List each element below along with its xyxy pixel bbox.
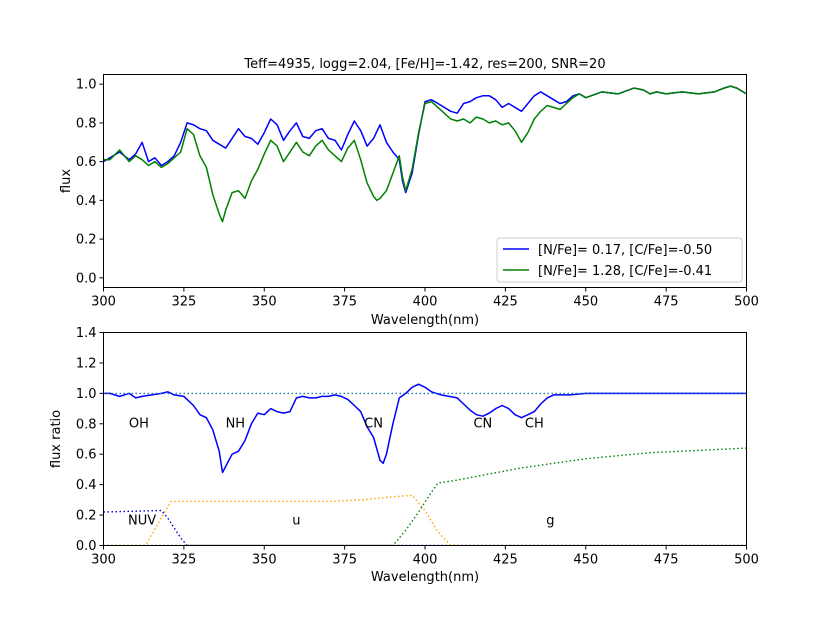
top-x-tick-label: 500 [734, 295, 759, 310]
top-x-axis-label: Wavelength(nm) [371, 313, 479, 328]
bottom-series-line-3 [103, 509, 747, 546]
bottom-annotation-nuv: NUV [128, 514, 156, 529]
top-axes-frame [103, 74, 747, 288]
top-x-tick-label: 450 [573, 295, 598, 310]
legend-label-series-2: [N/Fe]= 1.28, [C/Fe]=-0.41 [538, 264, 712, 279]
top-series-group [103, 85, 747, 223]
top-y-tick-label: 0.4 [76, 194, 97, 209]
top-x-tick-label: 400 [413, 295, 438, 310]
bottom-y-tick-label: 0.6 [76, 448, 97, 463]
bottom-x-tick-label: 350 [252, 553, 277, 568]
top-chart-title: Teff=4935, logg=2.04, [Fe/H]=-1.42, res=… [243, 57, 605, 72]
bottom-series-line-5 [103, 447, 747, 546]
bottom-x-tick-label: 500 [734, 553, 759, 568]
legend-box [496, 237, 743, 283]
top-y-axis-label: flux [59, 169, 74, 193]
top-x-tick-label: 475 [654, 295, 679, 310]
bottom-y-tick-label: 1.2 [76, 356, 97, 371]
bottom-y-axis-label: flux ratio [49, 410, 64, 468]
top-x-tick-label: 375 [332, 295, 357, 310]
bottom-y-tick-label: 1.0 [76, 387, 97, 402]
bottom-annotation-cn: CN [473, 416, 492, 431]
top-y-tick-label: 1.0 [76, 78, 97, 93]
top-x-tick-label: 300 [91, 295, 116, 310]
bottom-annotation-oh: OH [129, 416, 149, 431]
bottom-plot-area: 300 325 350 375 400 425 450 475 500 0.0 0.2 0.4 0.6 0… [76, 326, 759, 568]
top-y-tick-label: 0.2 [76, 233, 97, 248]
bottom-annotation-g: g [546, 514, 554, 529]
legend-label-series-1: [N/Fe]= 0.17, [C/Fe]=-0.50 [538, 243, 712, 258]
bottom-annotation-u: u [292, 514, 300, 529]
bottom-x-axis-label: Wavelength(nm) [371, 570, 479, 585]
top-x-tick-label: 350 [252, 295, 277, 310]
bottom-series-line-1 [103, 383, 747, 474]
bottom-x-tick-label: 375 [332, 553, 357, 568]
bottom-annotation-nh: NH [226, 416, 246, 431]
top-series-line-2 [103, 85, 747, 223]
bottom-y-tick-label: 0.8 [76, 417, 97, 432]
bottom-axes-frame [103, 332, 747, 546]
bottom-y-tick-label: 1.4 [76, 326, 97, 341]
legend: [N/Fe]= 0.17, [C/Fe]=-0.50 [N/Fe]= 1.28,… [496, 237, 743, 283]
bottom-y-tick-label: 0.4 [76, 478, 97, 493]
bottom-x-tick-label: 325 [171, 553, 196, 568]
top-x-tick-label: 425 [493, 295, 518, 310]
bottom-x-tick-label: 475 [654, 553, 679, 568]
top-x-tick-label: 325 [171, 295, 196, 310]
top-y-tick-label: 0.0 [76, 271, 97, 286]
bottom-series-group [103, 383, 747, 546]
top-y-tick-label: 0.8 [76, 116, 97, 131]
bottom-y-tick-label: 0.2 [76, 509, 97, 524]
top-y-tick-label: 0.6 [76, 155, 97, 170]
top-plot-area: 300 325 350 375 400 425 450 475 500 0.0 0.2 0.4 0.6 0… [76, 78, 759, 310]
bottom-x-tick-label: 450 [573, 553, 598, 568]
bottom-annotation-ch: CH [525, 416, 544, 431]
bottom-x-tick-label: 400 [413, 553, 438, 568]
bottom-annotation-cn: CN [364, 416, 383, 431]
bottom-x-tick-label: 300 [91, 553, 116, 568]
bottom-x-tick-label: 425 [493, 553, 518, 568]
bottom-y-tick-label: 0.0 [76, 539, 97, 554]
